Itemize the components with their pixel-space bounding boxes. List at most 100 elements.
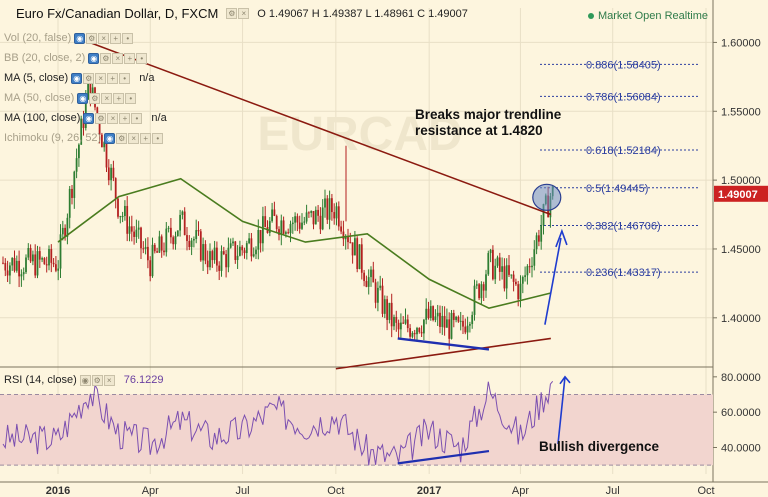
- candle-body: [347, 236, 349, 243]
- candle-body: [429, 306, 432, 319]
- settings-icon[interactable]: ⚙: [89, 92, 101, 104]
- settings-icon[interactable]: ⚙: [95, 112, 107, 124]
- candle-body: [296, 216, 299, 223]
- close-icon[interactable]: ×: [112, 52, 124, 64]
- candle-body: [337, 206, 340, 227]
- candle-body: [432, 306, 434, 321]
- candle-body: [478, 284, 480, 299]
- eye-icon[interactable]: ◉: [79, 374, 91, 386]
- candle-body: [517, 284, 520, 300]
- add-icon[interactable]: +: [140, 132, 152, 144]
- close-icon[interactable]: ×: [95, 72, 107, 84]
- more-icon[interactable]: •: [136, 52, 148, 64]
- settings-icon[interactable]: ⚙: [116, 132, 128, 144]
- price-tag: [714, 185, 768, 202]
- candle-body: [308, 212, 310, 214]
- indicator-row[interactable]: MA (50, close) ◉ ⚙ × + •: [4, 91, 137, 105]
- candle-body: [211, 251, 214, 261]
- candle-body: [151, 244, 154, 277]
- resistance-trendline: [89, 41, 552, 216]
- settings-icon[interactable]: ⚙: [226, 8, 238, 19]
- candle-body: [406, 319, 409, 329]
- candle-body: [80, 118, 83, 145]
- indicator-value: n/a: [139, 72, 155, 84]
- add-icon[interactable]: +: [107, 72, 119, 84]
- eye-icon[interactable]: ◉: [104, 132, 116, 144]
- candle-body: [232, 241, 234, 244]
- indicator-buttons: ◉ ⚙ × + •: [74, 32, 134, 44]
- close-icon[interactable]: ×: [101, 92, 113, 104]
- candle-body: [36, 251, 39, 276]
- candle-body: [275, 215, 278, 230]
- candle-body: [229, 243, 232, 248]
- add-icon[interactable]: +: [124, 52, 136, 64]
- candle-body: [498, 257, 501, 272]
- candle-body: [66, 217, 69, 237]
- eye-icon[interactable]: ◉: [71, 72, 83, 84]
- close-icon[interactable]: ×: [107, 112, 119, 124]
- indicator-buttons: ◉ ⚙ × + •: [88, 52, 148, 64]
- candle-body: [524, 275, 526, 277]
- settings-icon[interactable]: ⚙: [91, 374, 103, 386]
- indicator-row[interactable]: MA (100, close) ◉ ⚙ × + • n/a: [4, 111, 167, 125]
- candle-body: [245, 243, 248, 254]
- indicator-buttons: ◉ ⚙ × + •: [77, 92, 137, 104]
- close-icon[interactable]: ×: [98, 32, 110, 44]
- add-icon[interactable]: +: [119, 112, 131, 124]
- add-icon[interactable]: +: [110, 32, 122, 44]
- candle-body: [170, 227, 172, 238]
- chart-header: Euro Fx/Canadian Dollar, D, FXCM ⚙ × O 1…: [16, 6, 468, 21]
- rsi-label[interactable]: RSI (14, close): [4, 374, 77, 386]
- candle-body: [105, 142, 108, 168]
- candle-body: [236, 255, 239, 261]
- close-icon[interactable]: ×: [238, 8, 250, 19]
- candle-body: [324, 198, 326, 208]
- candle-body: [287, 232, 290, 234]
- candle-body: [38, 251, 41, 260]
- eye-icon[interactable]: ◉: [74, 32, 86, 44]
- candle-body: [96, 107, 99, 118]
- candle-body: [2, 262, 4, 264]
- close-icon[interactable]: ×: [103, 374, 115, 386]
- candle-body: [216, 247, 218, 266]
- candle-body: [186, 235, 188, 241]
- eye-icon[interactable]: ◉: [77, 92, 89, 104]
- indicator-row[interactable]: BB (20, close, 2) ◉ ⚙ × + •: [4, 51, 148, 65]
- more-icon[interactable]: •: [122, 32, 134, 44]
- candle-body: [358, 244, 361, 269]
- candle-body: [50, 248, 53, 263]
- rsi-tick-label: 80.0000: [721, 372, 761, 384]
- add-icon[interactable]: +: [113, 92, 125, 104]
- time-tick-label: Oct: [327, 485, 344, 497]
- close-icon[interactable]: ×: [128, 132, 140, 144]
- candle-body: [496, 257, 499, 266]
- candle-body: [13, 257, 16, 271]
- candle-body: [416, 327, 418, 335]
- more-icon[interactable]: •: [119, 72, 131, 84]
- symbol-title[interactable]: Euro Fx/Canadian Dollar, D, FXCM: [16, 6, 219, 21]
- candle-body: [351, 242, 354, 256]
- settings-icon[interactable]: ⚙: [86, 32, 98, 44]
- settings-icon[interactable]: ⚙: [83, 72, 95, 84]
- rsi-legend: RSI (14, close) ◉ ⚙ × 76.1229: [4, 374, 164, 386]
- settings-icon[interactable]: ⚙: [100, 52, 112, 64]
- candle-body: [103, 142, 106, 148]
- annotation-divergence: Bullish divergence: [539, 439, 660, 454]
- candle-body: [220, 251, 223, 271]
- eye-icon[interactable]: ◉: [88, 52, 100, 64]
- more-icon[interactable]: •: [125, 92, 137, 104]
- eye-icon[interactable]: ◉: [83, 112, 95, 124]
- candle-body: [402, 322, 405, 324]
- candle-body: [533, 249, 536, 266]
- more-icon[interactable]: •: [131, 112, 143, 124]
- candle-body: [466, 325, 469, 333]
- indicator-row[interactable]: Vol (20, false) ◉ ⚙ × + •: [4, 31, 134, 45]
- indicator-row[interactable]: MA (5, close) ◉ ⚙ × + • n/a: [4, 71, 154, 85]
- candle-body: [20, 274, 23, 277]
- indicator-row[interactable]: Ichimoku (9, 26, 52) ◉ ⚙ × + •: [4, 131, 164, 145]
- more-icon[interactable]: •: [152, 132, 164, 144]
- price-divergence-line: [397, 337, 490, 351]
- price-arrow-head: [555, 228, 568, 248]
